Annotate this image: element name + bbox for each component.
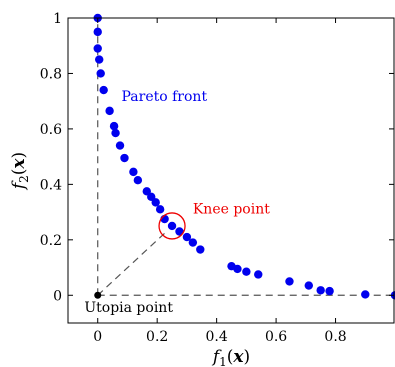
utopia-point-marker <box>94 291 102 299</box>
data-point <box>155 205 165 214</box>
x-tick-label: 0.8 <box>324 329 346 345</box>
utopia-point-label: Utopia point <box>84 300 173 316</box>
data-point <box>304 281 313 290</box>
y-tick-label: 1 <box>53 11 62 27</box>
data-point <box>93 27 102 37</box>
data-point <box>188 238 198 247</box>
data-point <box>129 167 138 177</box>
data-point <box>93 44 102 53</box>
knee-point-circle <box>158 212 186 240</box>
y-tick-label: 0.8 <box>40 66 62 82</box>
data-point <box>316 286 325 295</box>
data-point <box>99 85 108 95</box>
data-point <box>254 270 263 279</box>
plot-frame <box>67 17 395 324</box>
data-point <box>233 264 242 274</box>
data-point <box>95 55 104 64</box>
pareto-front-label: Pareto front <box>122 89 208 105</box>
x-tick-label: 0.2 <box>146 329 168 345</box>
data-point <box>115 141 125 150</box>
x-axis-label: f1(x) <box>211 347 250 367</box>
guide-lines <box>97 18 395 296</box>
data-point <box>111 128 120 138</box>
data-point <box>96 69 105 78</box>
y-tick-label: 0 <box>53 288 62 304</box>
knee-point-label: Knee point <box>193 201 270 217</box>
x-tick-label: 0.4 <box>206 329 228 345</box>
tick-labels: 0 0.2 0.4 0.6 0.8 0 0.2 0.4 0.6 0.8 1 <box>40 11 347 345</box>
y-tick-label: 0.6 <box>40 122 62 138</box>
data-point <box>182 232 192 242</box>
data-point <box>167 221 177 231</box>
data-point <box>175 227 184 236</box>
pareto-front-points <box>93 13 395 300</box>
data-point <box>242 267 251 276</box>
y-axis-label: f2(x) <box>9 152 31 191</box>
data-point <box>196 245 205 254</box>
data-point <box>285 277 294 286</box>
data-point <box>361 290 370 299</box>
x-tick-label: 0.6 <box>265 329 287 345</box>
data-point <box>151 198 160 207</box>
special-points <box>94 212 186 299</box>
data-point <box>105 106 114 116</box>
axis-ticks <box>68 17 394 323</box>
data-point <box>120 153 129 163</box>
data-point <box>133 176 143 185</box>
data-point <box>325 286 334 296</box>
guide-line-knee <box>97 231 167 296</box>
x-tick-label: 0 <box>93 329 102 345</box>
data-point <box>109 121 119 131</box>
y-tick-label: 0.2 <box>40 233 62 249</box>
y-tick-label: 0.4 <box>40 177 62 193</box>
